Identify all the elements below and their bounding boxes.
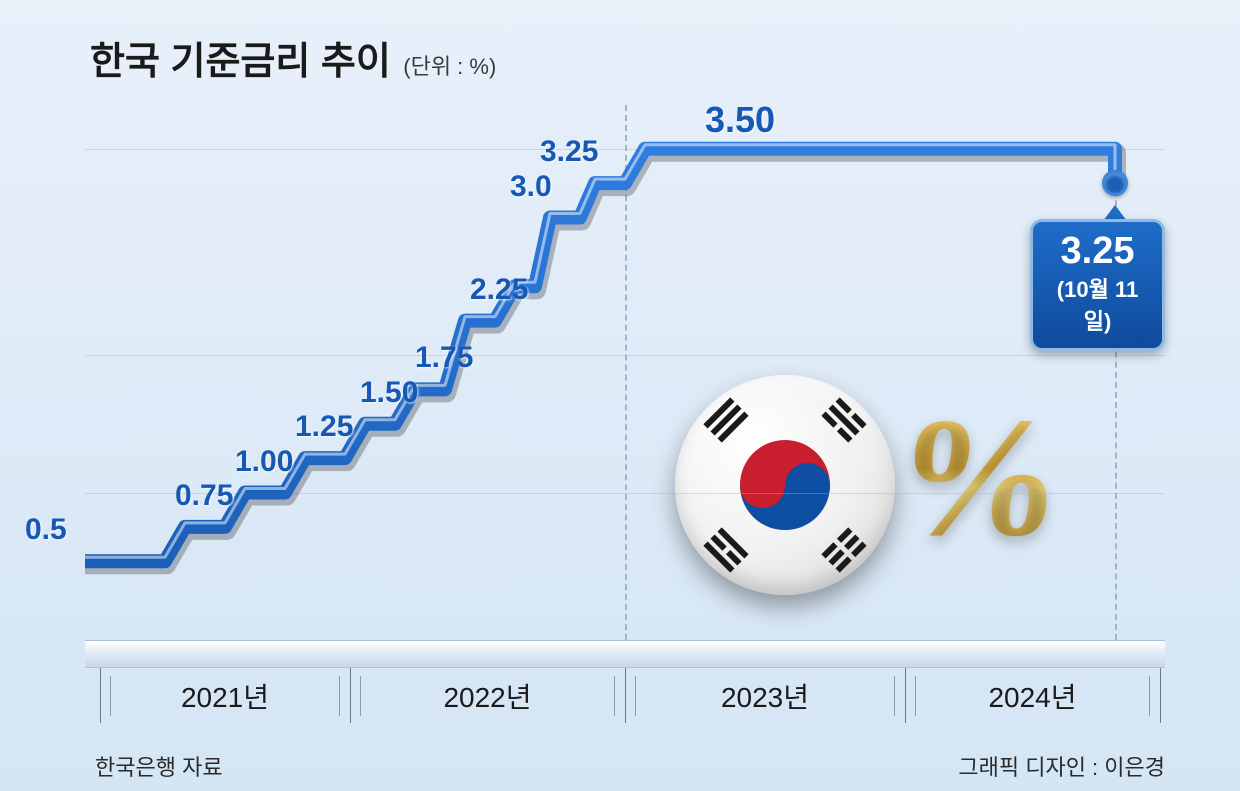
year-tick [1160,668,1161,723]
data-label: 0.75 [175,479,233,513]
year-label: 2022년 [350,668,625,723]
callout-date: (10월 11일) [1053,272,1142,336]
data-label: 3.50 [705,99,775,141]
x-axis-year-labels: 2021년2022년2023년2024년 [85,668,1165,723]
year-label: 2024년 [905,668,1160,723]
data-label: 3.0 [510,170,552,204]
title-main: 한국 기준금리 추이 [90,41,391,83]
data-label: 3.25 [540,135,598,169]
callout-box: 3.25(10월 11일) [1030,219,1165,351]
data-label: 2.25 [470,273,528,307]
step-line-path [85,80,1165,630]
data-label: 1.50 [360,376,418,410]
data-label: 0.5 [25,513,67,547]
data-label: 1.25 [295,410,353,444]
year-label: 2021년 [100,668,350,723]
data-label: 1.75 [415,341,473,375]
x-axis-strip [85,640,1165,668]
chart-title: 한국 기준금리 추이 (단위 : %) [90,30,496,85]
data-label: 1.00 [235,445,293,479]
source-credit: 한국은행 자료 [95,750,223,782]
year-label: 2023년 [625,668,905,723]
callout-value: 3.25 [1053,232,1142,270]
designer-credit: 그래픽 디자인 : 이은경 [958,750,1165,782]
series-end-marker [1102,170,1128,196]
chart-plot-area: % 0.50.751.001.251.501.752.253.03.253.50… [85,80,1165,630]
title-unit: (단위 : %) [403,54,496,79]
